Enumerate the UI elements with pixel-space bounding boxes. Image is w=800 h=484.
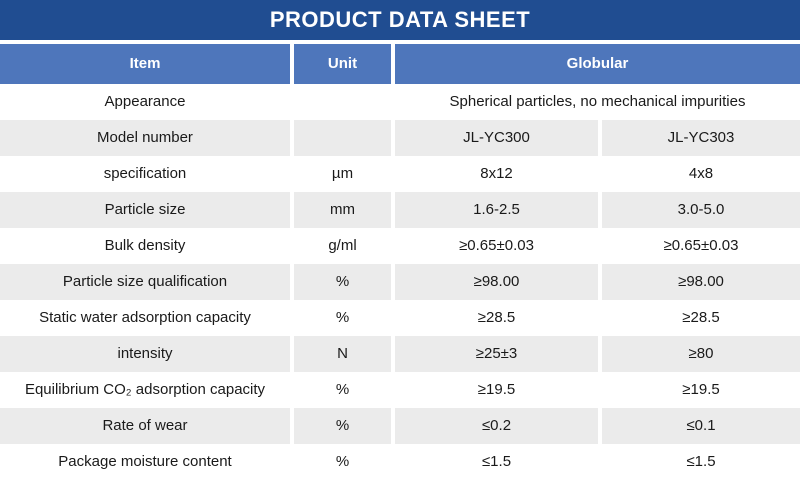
table-header-row: Item Unit Globular [0,44,800,84]
unit-cell: N [294,336,391,372]
value-cell-yc300: ≤0.2 [395,408,598,444]
unit-cell: % [294,372,391,408]
page-title: PRODUCT DATA SHEET [269,7,531,32]
table-row-particle-size-qualification: Particle size qualification % ≥98.00 ≥98… [0,264,800,300]
value-cell-yc300: ≥28.5 [395,300,598,336]
table-row-static-water-adsorption: Static water adsorption capacity % ≥28.5… [0,300,800,336]
item-cell: Particle size [0,192,290,228]
item-cell: Appearance [0,84,290,120]
unit-cell [294,84,391,120]
value-cell-yc303: ≥19.5 [602,372,800,408]
value-cell-yc303: JL-YC303 [602,120,800,156]
unit-cell: % [294,300,391,336]
value-cell-yc303: 3.0-5.0 [602,192,800,228]
unit-cell: % [294,444,391,480]
value-cell-yc303: ≥98.00 [602,264,800,300]
item-cell: Rate of wear [0,408,290,444]
item-cell: Model number [0,120,290,156]
value-cell-yc303: 4x8 [602,156,800,192]
data-table: Item Unit Globular Appearance Spherical … [0,44,800,480]
unit-cell [294,120,391,156]
value-cell-yc300: ≥98.00 [395,264,598,300]
table-row-bulk-density: Bulk density g/ml ≥0.65±0.03 ≥0.65±0.03 [0,228,800,264]
title-bar: PRODUCT DATA SHEET [0,0,800,40]
value-cell-yc300: ≥25±3 [395,336,598,372]
value-cell-yc300: 8x12 [395,156,598,192]
unit-cell: µm [294,156,391,192]
table-row-particle-size: Particle size mm 1.6-2.5 3.0-5.0 [0,192,800,228]
table-row-equilibrium-co2-adsorption: Equilibrium CO₂ adsorption capacity % ≥1… [0,372,800,408]
table-row-appearance: Appearance Spherical particles, no mecha… [0,84,800,120]
header-item: Item [0,44,290,84]
value-cell-yc300: ≥19.5 [395,372,598,408]
unit-cell: % [294,264,391,300]
value-cell-yc303: ≥80 [602,336,800,372]
value-cell-yc300: ≥0.65±0.03 [395,228,598,264]
table-row-specification: specification µm 8x12 4x8 [0,156,800,192]
item-cell: Equilibrium CO₂ adsorption capacity [0,372,290,408]
value-cell-yc300: JL-YC300 [395,120,598,156]
item-cell: Package moisture content [0,444,290,480]
table-row-model-number: Model number JL-YC300 JL-YC303 [0,120,800,156]
value-cell-yc303: ≥0.65±0.03 [602,228,800,264]
header-unit: Unit [294,44,391,84]
value-cell-yc300: ≤1.5 [395,444,598,480]
table-row-rate-of-wear: Rate of wear % ≤0.2 ≤0.1 [0,408,800,444]
item-cell: Static water adsorption capacity [0,300,290,336]
item-cell: Particle size qualification [0,264,290,300]
item-cell: intensity [0,336,290,372]
header-globular: Globular [395,44,800,84]
unit-cell: % [294,408,391,444]
table-row-package-moisture-content: Package moisture content % ≤1.5 ≤1.5 [0,444,800,480]
value-span-cell: Spherical particles, no mechanical impur… [395,84,800,120]
value-cell-yc303: ≤1.5 [602,444,800,480]
item-cell: Bulk density [0,228,290,264]
unit-cell: g/ml [294,228,391,264]
unit-cell: mm [294,192,391,228]
value-cell-yc303: ≥28.5 [602,300,800,336]
table-row-intensity: intensity N ≥25±3 ≥80 [0,336,800,372]
item-cell: specification [0,156,290,192]
value-cell-yc303: ≤0.1 [602,408,800,444]
value-cell-yc300: 1.6-2.5 [395,192,598,228]
